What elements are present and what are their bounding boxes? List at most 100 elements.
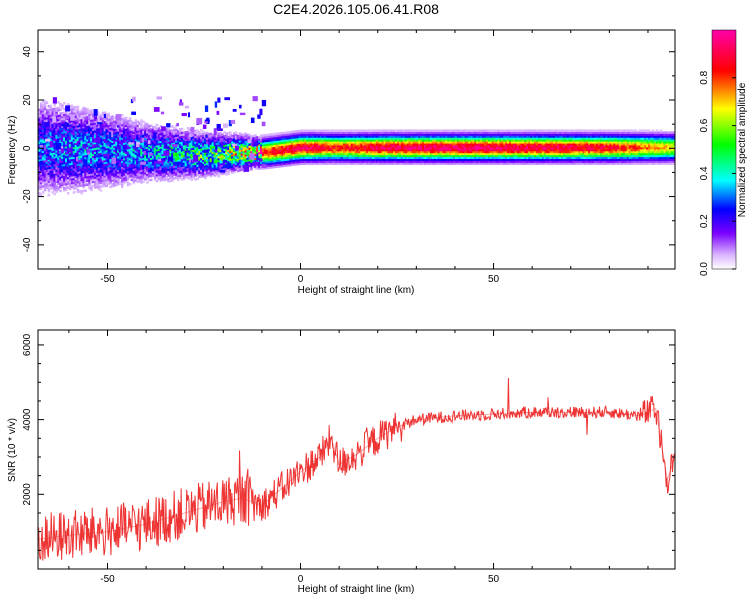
heat-cell (163, 174, 166, 178)
heat-cell (337, 135, 340, 138)
heat-cell (101, 161, 105, 165)
heat-cell (128, 125, 132, 128)
heat-cell (109, 160, 112, 163)
heat-cell (414, 154, 417, 158)
heat-cell (169, 131, 172, 134)
heat-cell (119, 166, 122, 170)
heat-cell (130, 170, 134, 174)
heat-cell (65, 178, 68, 182)
heat-cell (109, 156, 112, 160)
heat-cell (202, 174, 205, 178)
heat-cell (356, 131, 360, 134)
heat-cell (103, 178, 107, 182)
heat-cell (207, 160, 211, 163)
heat-cell (383, 135, 387, 138)
heat-cell (190, 166, 194, 170)
heat-cell (188, 165, 192, 168)
heat-cell (337, 131, 340, 134)
heat-cell (169, 154, 172, 158)
heat-cell (63, 125, 66, 128)
heat-cell (335, 158, 338, 161)
heat-cell (68, 112, 72, 116)
heat-cell (66, 186, 70, 189)
heat-cell (72, 144, 76, 148)
heat-cell (259, 167, 263, 170)
heat-cell (78, 114, 82, 118)
heat-cell (356, 129, 360, 132)
heat-cell (107, 164, 111, 168)
heat-cell (146, 132, 149, 136)
heat-cell (51, 162, 55, 165)
heat-cell (366, 150, 369, 154)
heat-cell (122, 154, 126, 157)
heat-cell (101, 127, 105, 130)
heat-cell (84, 119, 87, 123)
heat-cell (236, 167, 240, 171)
heat-cell (121, 135, 124, 138)
heat-cell (315, 154, 319, 158)
heat-cell (88, 169, 91, 173)
heat-cell (371, 154, 375, 158)
heat-cell (121, 145, 124, 148)
heat-cell (184, 140, 188, 144)
heat-cell (124, 132, 128, 135)
heat-cell (184, 160, 188, 163)
heat-cell (348, 154, 352, 158)
heat-cell (350, 129, 354, 132)
heat-cell (161, 138, 165, 141)
heat-cell (76, 150, 80, 153)
heat-cell (124, 120, 128, 124)
heat-cell (329, 158, 333, 161)
heat-cell (298, 143, 302, 146)
heat-cell (124, 176, 128, 180)
heat-cell (319, 146, 323, 150)
heat-cell (70, 168, 74, 171)
heat-cell (196, 150, 199, 154)
heat-cell (43, 182, 47, 186)
heat-cell (180, 150, 184, 154)
heat-cell (281, 151, 284, 154)
heat-cell (292, 145, 296, 149)
heat-cell (323, 162, 327, 165)
heat-cell (82, 149, 85, 152)
heat-cell (115, 175, 118, 179)
heat-cell (333, 154, 336, 158)
heat-cell (217, 151, 221, 155)
heat-cell (39, 168, 43, 171)
heat-cell (82, 139, 85, 143)
heat-cell (86, 125, 89, 128)
heat-cell (80, 139, 83, 143)
heat-cell (142, 128, 145, 131)
heat-cell (113, 139, 116, 143)
heat-cell (269, 139, 273, 142)
heat-cell (379, 152, 383, 156)
heat-cell (202, 157, 205, 161)
heat-cell (321, 148, 325, 152)
heat-cell (43, 155, 47, 159)
heat-cell (82, 127, 85, 131)
heat-cell (134, 146, 138, 149)
heat-cell (180, 141, 184, 144)
heat-cell (269, 156, 273, 160)
heat-cell (109, 121, 112, 125)
heat-cell (198, 160, 201, 163)
heat-cell (395, 154, 398, 158)
heat-cell (352, 129, 356, 132)
heat-cell (84, 172, 87, 175)
heat-cell (186, 152, 190, 155)
heat-cell (215, 165, 219, 169)
heat-cell (310, 133, 313, 136)
heat-cell (292, 151, 296, 155)
heat-cell (161, 136, 165, 139)
heat-cell (387, 156, 390, 160)
heat-cell (229, 142, 232, 146)
heat-cell (126, 129, 130, 133)
heat-cell (215, 173, 219, 177)
heat-cell (128, 130, 132, 134)
heat-cell (387, 150, 390, 154)
heat-cell (219, 157, 222, 160)
heat-cell (315, 160, 319, 163)
heat-cell (234, 133, 238, 137)
heat-cell (300, 146, 304, 150)
heat-cell (165, 155, 168, 158)
